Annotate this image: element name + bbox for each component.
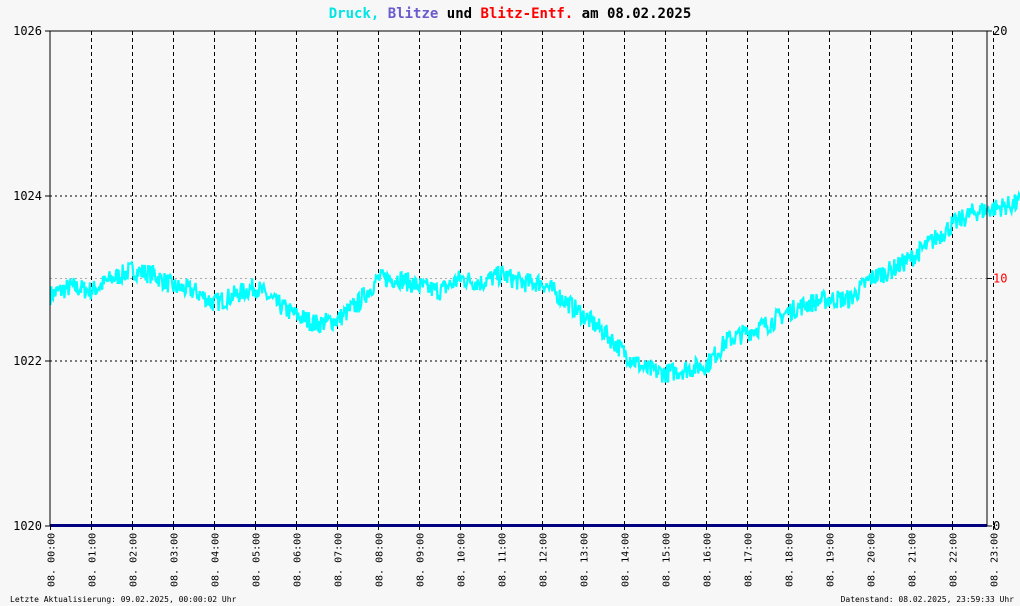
x-label-20: 08. 20:00 [867, 533, 878, 587]
x-label-12: 08. 12:00 [539, 533, 550, 587]
x-label-9: 08. 09:00 [416, 533, 427, 587]
x-label-17: 08. 17:00 [744, 533, 755, 587]
y-left-label-1026: 1026 [13, 24, 42, 38]
x-label-10: 08. 10:00 [457, 533, 468, 587]
x-label-0: 08. 00:00 [47, 533, 58, 587]
x-label-23: 08. 23:00 [990, 533, 1001, 587]
x-label-21: 08. 21:00 [908, 533, 919, 587]
title-space [472, 6, 480, 22]
title-space [438, 6, 446, 22]
y-left-label-1024: 1024 [13, 189, 42, 203]
title-part2: Blitze [388, 6, 439, 22]
footer-last-update: Letzte Aktualisierung: 09.02.2025, 00:00… [10, 595, 237, 604]
x-label-8: 08. 08:00 [375, 533, 386, 587]
x-label-3: 08. 03:00 [170, 533, 181, 587]
x-label-16: 08. 16:00 [703, 533, 714, 587]
grid-lines [50, 31, 994, 526]
series-druck-line [49, 190, 1020, 383]
title-part1: Druck, [329, 6, 380, 22]
x-label-11: 08. 11:00 [498, 533, 509, 587]
footer: Letzte Aktualisierung: 09.02.2025, 00:00… [10, 595, 1014, 604]
title-part4: Blitz-Entf. [481, 6, 574, 22]
y-left-label-1022: 1022 [13, 354, 42, 368]
title-part3: und [447, 6, 472, 22]
title-space [379, 6, 387, 22]
y-right-label-10: 10 [993, 272, 1007, 286]
title-space [573, 6, 581, 22]
x-label-13: 08. 13:00 [580, 533, 591, 587]
title-part5: am 08.02.2025 [582, 6, 692, 22]
x-label-18: 08. 18:00 [785, 533, 796, 587]
x-label-2: 08. 02:00 [129, 533, 140, 587]
chart-title: Druck, Blitze und Blitz-Entf. am 08.02.2… [329, 6, 692, 22]
x-label-5: 08. 05:00 [252, 533, 263, 587]
axes [45, 30, 994, 530]
x-label-22: 08. 22:00 [949, 533, 960, 587]
x-label-14: 08. 14:00 [621, 533, 632, 587]
x-label-7: 08. 07:00 [334, 533, 345, 587]
x-label-6: 08. 06:00 [293, 533, 304, 587]
x-label-15: 08. 15:00 [662, 533, 673, 587]
x-label-4: 08. 04:00 [211, 533, 222, 587]
y-left-label-1020: 1020 [13, 519, 42, 533]
title-text: Druck, Blitze und Blitz-Entf. am 08.02.2… [329, 6, 692, 22]
x-label-19: 08. 19:00 [826, 533, 837, 587]
footer-data-status: Datenstand: 08.02.2025, 23:59:33 Uhr [841, 595, 1015, 604]
y-right-label-20: 20 [993, 24, 1007, 38]
series-druck-group [49, 190, 1020, 527]
y-right-label-0: 0 [993, 519, 1000, 533]
x-label-1: 08. 01:00 [88, 533, 99, 587]
